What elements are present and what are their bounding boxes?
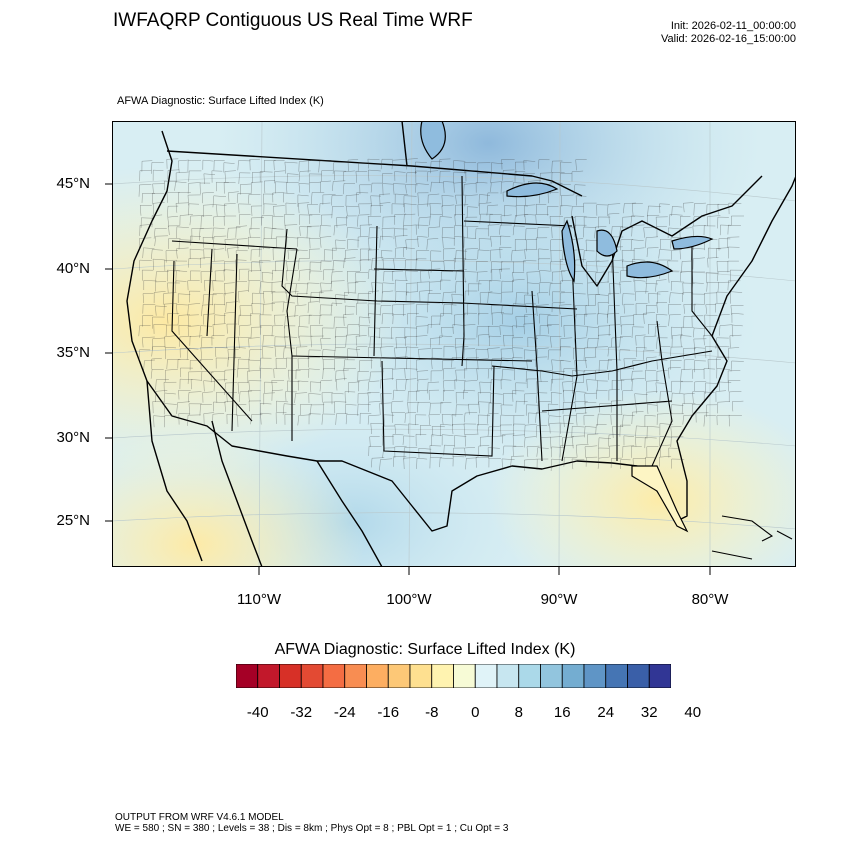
- colorbar-swatch: [387, 664, 411, 688]
- colorbar-tick-label: -8: [425, 704, 439, 721]
- colorbar-tick-label: 32: [640, 704, 658, 721]
- valid-time: Valid: 2026-02-16_15:00:00: [661, 33, 796, 45]
- lon-label-80w: 80°W: [691, 591, 729, 608]
- lat-label-40n: 40°N: [56, 260, 90, 277]
- footer-line-2: WE = 580 ; SN = 380 ; Levels = 38 ; Dis …: [115, 823, 509, 834]
- colorbar-tick-label: -40: [246, 704, 269, 721]
- colorbar-tick-label: -16: [377, 704, 400, 721]
- colorbar-title: AFWA Diagnostic: Surface Lifted Index (K…: [274, 641, 576, 658]
- lat-label-30n: 30°N: [56, 429, 90, 446]
- colorbar-tick-label: 40: [684, 704, 702, 721]
- colorbar-swatch: [648, 664, 671, 688]
- init-valid-times: Init: 2026-02-11_00:00:00 Valid: 2026-02…: [661, 20, 796, 46]
- lon-label-110w: 110°W: [236, 591, 282, 608]
- lon-label-90w: 90°W: [540, 591, 578, 608]
- colorbar-swatch: [561, 664, 585, 688]
- colorbar-tick-label: 8: [514, 704, 523, 721]
- colorbar-tick-label: 16: [553, 704, 571, 721]
- colorbar-swatch: [627, 664, 650, 688]
- lat-label-25n: 25°N: [56, 512, 90, 529]
- map-panel: [112, 121, 796, 567]
- colorbar-swatch: [322, 664, 346, 688]
- colorbar-swatch: [257, 664, 280, 688]
- colorbar-swatch: [431, 664, 454, 688]
- colorbar-swatch: [366, 664, 389, 688]
- colorbar-swatch: [605, 664, 628, 688]
- map-subtitle: AFWA Diagnostic: Surface Lifted Index (K…: [117, 95, 324, 107]
- colorbar-swatch: [474, 664, 498, 688]
- colorbar-swatch: [300, 664, 324, 688]
- lat-label-45n: 45°N: [56, 175, 90, 192]
- lat-label-35n: 35°N: [56, 344, 90, 361]
- colorbar-swatch: [344, 664, 367, 688]
- county-boundaries: [138, 158, 744, 472]
- colorbar-tick-label: -24: [333, 704, 356, 721]
- main-title: IWFAQRP Contiguous US Real Time WRF: [113, 10, 473, 31]
- colorbar-swatch: [453, 664, 476, 688]
- colorbar-swatch: [583, 664, 607, 688]
- axis-ticks: [105, 183, 711, 575]
- colorbar-swatch: [236, 664, 259, 688]
- colorbar-swatch: [518, 664, 541, 688]
- colorbar-swatch: [409, 664, 433, 688]
- colorbar-swatch: [540, 664, 563, 688]
- footer-line-1: OUTPUT FROM WRF V4.6.1 MODEL: [115, 812, 284, 823]
- colorbar-swatch: [496, 664, 520, 688]
- colorbar: [236, 664, 671, 688]
- colorbar-tick-label: -32: [290, 704, 313, 721]
- lon-label-100w: 100°W: [386, 591, 432, 608]
- colorbar-swatch: [279, 664, 302, 688]
- model-footer: OUTPUT FROM WRF V4.6.1 MODEL WE = 580 ; …: [115, 812, 508, 834]
- colorbar-tick-label: 24: [597, 704, 615, 721]
- init-time: Init: 2026-02-11_00:00:00: [670, 20, 796, 32]
- colorbar-tick-label: 0: [471, 704, 480, 721]
